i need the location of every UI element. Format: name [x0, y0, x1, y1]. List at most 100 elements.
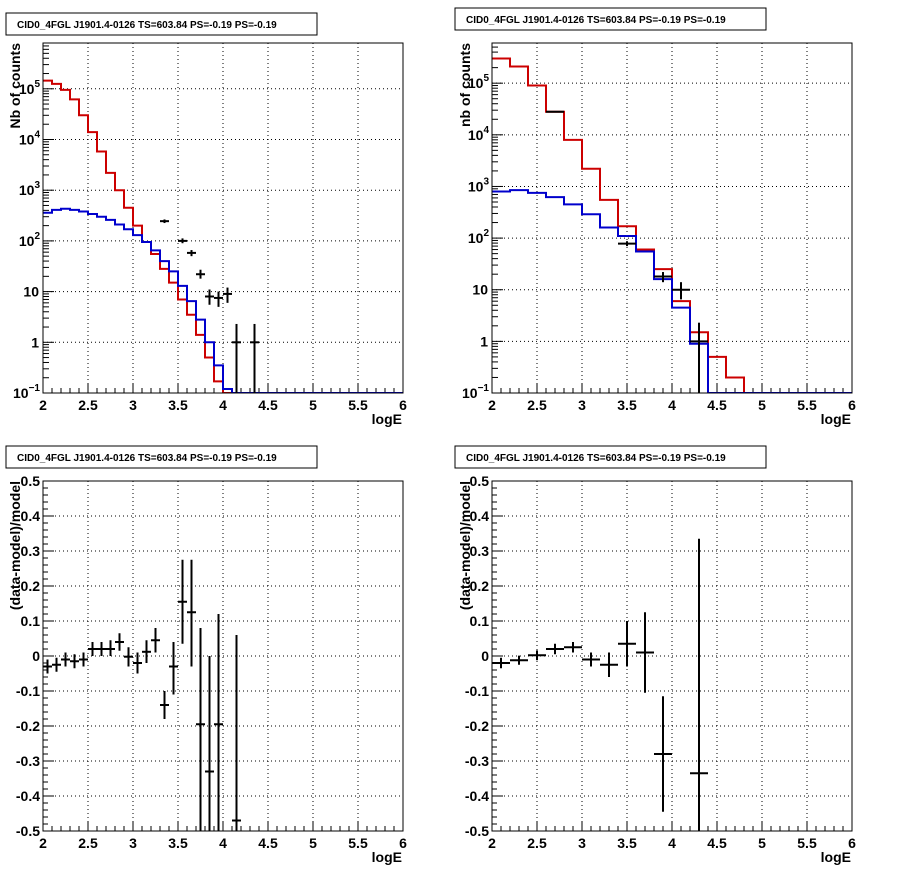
x-tick-label: 2 — [488, 835, 496, 851]
y-tick-label: -0.2 — [16, 718, 40, 734]
x-tick-label: 3.5 — [168, 835, 188, 851]
data-point — [151, 628, 160, 653]
data-point — [43, 659, 52, 674]
x-tick-label: 2.5 — [78, 835, 98, 851]
x-tick-label: 3 — [129, 397, 137, 413]
data-point — [124, 647, 133, 667]
x-tick-label: 5 — [309, 835, 317, 851]
y-tick-label: 10 — [23, 284, 39, 300]
data-point — [196, 269, 205, 279]
y-tick-label: -0.4 — [16, 788, 40, 804]
y-tick-label: 1 — [480, 333, 488, 349]
data-layer — [43, 79, 403, 393]
data-point — [672, 282, 690, 300]
plot-area — [43, 43, 403, 393]
y-axis: -0.5 -0.4 -0.3 -0.2 -0.1 0 0.1 0.2 0.3 0.4 0.5 — [465, 473, 852, 839]
y-tick-label: 0.5 — [21, 473, 41, 489]
y-tick-label: 0.1 — [21, 613, 41, 629]
data-point — [600, 652, 618, 677]
series-step-line-1 — [43, 79, 403, 393]
data-point — [187, 250, 196, 257]
y-tick-label: 10−1 — [13, 383, 40, 401]
y-axis-title: Nb of counts — [7, 43, 23, 129]
data-point — [546, 643, 564, 655]
data-point — [690, 538, 708, 831]
x-tick-label: 4.5 — [258, 835, 278, 851]
data-point — [142, 640, 151, 663]
x-axis-title: logE — [821, 411, 851, 427]
data-point — [169, 642, 178, 695]
y-tick-label: -0.4 — [465, 788, 489, 804]
y-tick-label: 104 — [19, 129, 41, 147]
x-tick-label: 5 — [758, 835, 766, 851]
y-tick-label: 0 — [481, 648, 489, 664]
y-tick-label: 0 — [32, 648, 40, 664]
x-tick-label: 3 — [129, 835, 137, 851]
data-layer — [43, 559, 241, 831]
y-axis: 10−1 1 10 102 103 104 105 — [13, 45, 403, 401]
x-tick-label: 4 — [219, 397, 227, 413]
data-point — [79, 652, 88, 667]
x-tick-label: 3 — [578, 397, 586, 413]
x-tick-label: 2 — [488, 397, 496, 413]
x-tick-label: 5.5 — [797, 397, 817, 413]
y-tick-label: 103 — [468, 176, 490, 194]
chart-title: CID0_4FGL J1901.4-0126 TS=603.84 PS=-0.1… — [17, 20, 277, 31]
x-tick-label: 2 — [39, 835, 47, 851]
series-step-line-2 — [43, 207, 403, 393]
y-tick-label: 10−1 — [462, 383, 489, 401]
chart-panel-2: 2 2.5 3 3.5 4 4.5 5 5.5 6 10−1 1 10 102 103 104 105 CID0… — [454, 7, 856, 427]
y-tick-label: -0.5 — [16, 823, 40, 839]
y-axis-title: nb of counts — [457, 43, 473, 127]
data-point — [205, 289, 214, 305]
x-tick-label: 3.5 — [617, 835, 637, 851]
x-tick-label: 2.5 — [527, 835, 547, 851]
x-tick-label: 5.5 — [797, 835, 817, 851]
x-tick-label: 5 — [309, 397, 317, 413]
x-tick-label: 4 — [668, 835, 676, 851]
chart-panel-3: 2 2.5 3 3.5 4 4.5 5 5.5 6 -0.5 -0.4 -0.3 -0.2 -0.1 0 0.… — [5, 445, 407, 865]
x-tick-label: 4.5 — [258, 397, 278, 413]
title-box — [454, 445, 767, 469]
data-point — [214, 614, 223, 831]
y-tick-label: -0.2 — [465, 718, 489, 734]
data-point — [510, 655, 528, 665]
data-point — [52, 657, 61, 672]
title-box — [5, 12, 318, 36]
data-point — [187, 559, 196, 667]
data-point — [564, 642, 582, 653]
x-tick-label: 5.5 — [348, 835, 368, 851]
chart-title: CID0_4FGL J1901.4-0126 TS=603.84 PS=-0.1… — [466, 453, 726, 464]
data-point — [133, 652, 142, 674]
data-point — [232, 635, 241, 831]
data-point — [492, 657, 510, 669]
x-axis-title: logE — [372, 849, 402, 865]
data-point — [196, 628, 205, 831]
y-tick-label: 0.3 — [470, 543, 490, 559]
x-tick-label: 3 — [578, 835, 586, 851]
data-point — [528, 650, 546, 661]
y-tick-label: -0.1 — [16, 683, 40, 699]
x-tick-label: 4.5 — [707, 397, 727, 413]
x-axis: 2 2.5 3 3.5 4 4.5 5 5.5 6 — [488, 481, 856, 851]
y-tick-label: 102 — [468, 228, 490, 246]
data-point — [223, 287, 232, 303]
data-point — [70, 654, 79, 669]
x-tick-label: 5 — [758, 397, 766, 413]
x-tick-label: 2.5 — [78, 397, 98, 413]
x-tick-label: 3.5 — [168, 397, 188, 413]
x-axis-title: logE — [372, 411, 402, 427]
y-axis-title: (data-model)/model — [7, 481, 23, 610]
x-tick-label: 3.5 — [617, 397, 637, 413]
y-tick-label: 103 — [19, 180, 41, 198]
data-layer — [492, 57, 852, 393]
y-tick-label: 102 — [19, 231, 41, 249]
y-tick-label: 104 — [468, 125, 490, 143]
x-tick-label: 4 — [219, 835, 227, 851]
data-point — [106, 640, 115, 656]
x-axis-title: logE — [821, 849, 851, 865]
data-point — [654, 272, 672, 283]
y-tick-label: -0.3 — [465, 753, 489, 769]
data-point — [178, 559, 187, 644]
x-tick-label: 2.5 — [527, 397, 547, 413]
